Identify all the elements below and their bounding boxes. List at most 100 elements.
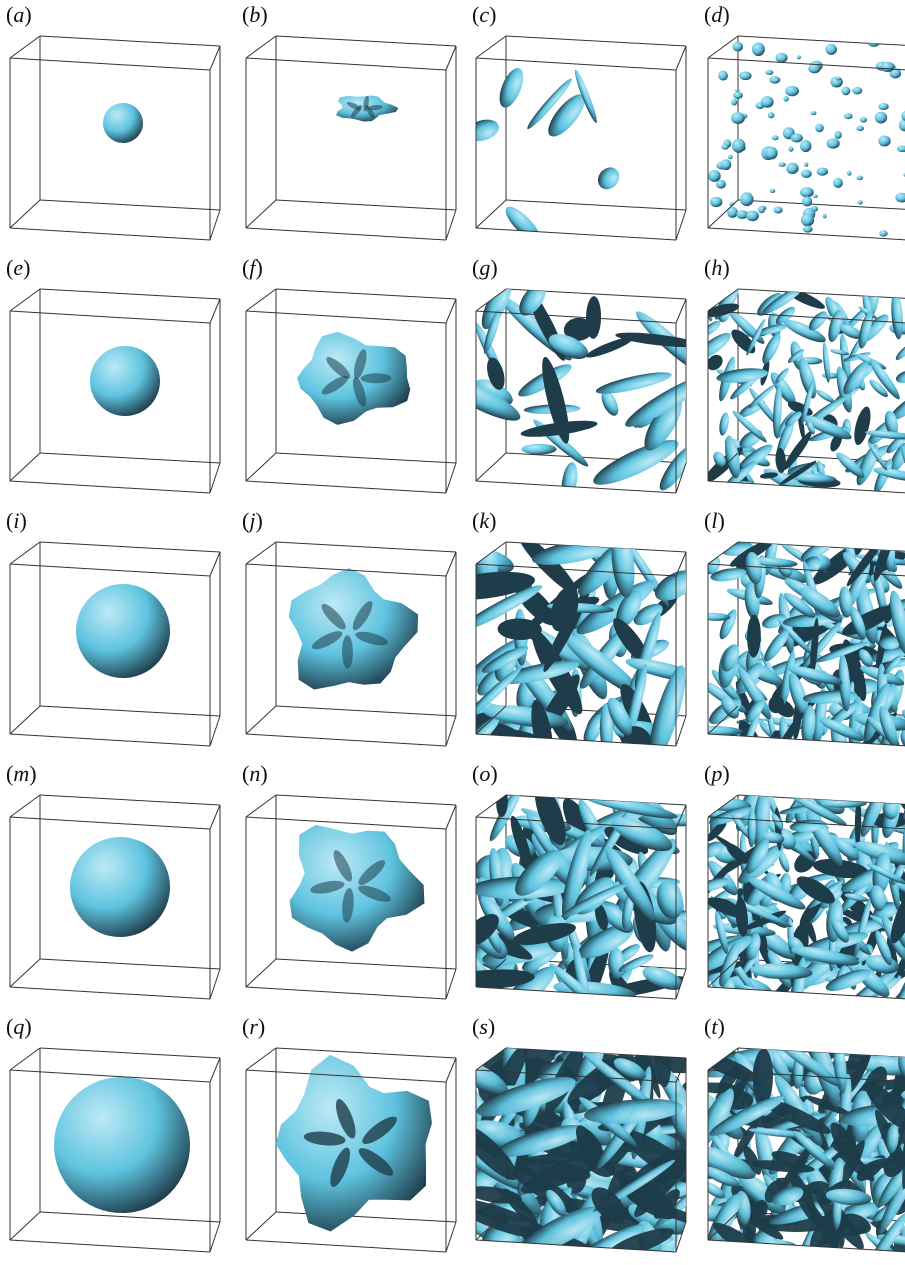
droplet	[801, 196, 813, 207]
ligament	[616, 590, 642, 627]
ligament	[756, 928, 796, 960]
ligament	[520, 1150, 611, 1194]
droplet	[778, 162, 786, 167]
droplet	[898, 119, 905, 132]
surface-fold	[362, 1116, 397, 1145]
ligament	[738, 1172, 786, 1215]
cube-edge	[9, 310, 211, 324]
ligament	[476, 1124, 518, 1181]
droplet	[721, 144, 729, 150]
droplet	[813, 194, 818, 198]
ligament	[476, 379, 513, 406]
ligament	[708, 877, 730, 892]
ligament	[732, 410, 767, 443]
droplet	[740, 192, 754, 207]
cube-edge	[209, 209, 221, 241]
cube-wireframe	[275, 794, 457, 970]
ligament	[775, 447, 786, 474]
cube-edge	[505, 199, 687, 211]
panel-t: (t)	[698, 1012, 905, 1265]
ligament	[869, 359, 900, 400]
droplet	[815, 123, 824, 133]
ligament	[812, 859, 869, 879]
ligament	[584, 1098, 683, 1124]
cube-wireframe-front	[475, 35, 687, 241]
cube-edge	[707, 1069, 905, 1083]
panel-p: (p)	[698, 759, 905, 1012]
ligament	[771, 813, 783, 831]
cube-wireframe-front	[245, 288, 457, 494]
surface-fold	[353, 377, 367, 407]
droplet-sphere	[54, 1077, 190, 1213]
ligament	[864, 1158, 894, 1171]
ligament	[519, 289, 546, 316]
deformed-droplet	[275, 1054, 432, 1232]
ligament	[806, 420, 815, 435]
cube-edge	[245, 452, 277, 482]
cube-edge	[39, 452, 221, 464]
ligament	[869, 885, 886, 912]
panel-label-e: (e)	[6, 255, 31, 280]
ligament	[831, 918, 849, 943]
ligament	[593, 439, 679, 485]
cube-wireframe-front	[245, 794, 457, 1000]
panel-render-h	[707, 288, 905, 494]
cube-edge	[475, 288, 507, 312]
panel-render-f	[245, 288, 457, 494]
droplet	[769, 188, 776, 193]
cube-wireframe-front	[707, 541, 905, 747]
panel-label-s: (s)	[472, 1014, 496, 1039]
droplet	[856, 175, 864, 181]
panel-render-c	[475, 35, 687, 241]
ligament	[846, 542, 884, 587]
cube-wireframe-front	[475, 541, 687, 747]
cube-edge	[245, 310, 447, 324]
ligament	[751, 557, 798, 568]
ligament	[771, 1186, 804, 1206]
cube-edge	[9, 705, 41, 735]
isosurface	[90, 346, 160, 416]
ligament	[854, 796, 862, 848]
surface-fold	[333, 850, 353, 882]
cube-wireframe-front	[475, 288, 687, 494]
droplet	[786, 162, 799, 175]
cube-wireframe	[39, 1047, 221, 1223]
ligament	[748, 384, 776, 409]
cube-wireframe-front	[707, 794, 905, 1000]
deformed-droplet	[297, 331, 411, 425]
ligament	[791, 946, 860, 966]
cube-edge	[445, 298, 457, 324]
ligament	[505, 206, 540, 240]
cube-edge	[445, 462, 457, 494]
cube-edge	[9, 816, 211, 830]
cube-edge	[707, 958, 739, 988]
ligament	[825, 969, 872, 991]
ligament	[708, 320, 721, 337]
droplet	[800, 140, 812, 153]
ligament	[802, 415, 852, 440]
cube-edge	[9, 1047, 41, 1071]
panel-label-t: (t)	[704, 1014, 725, 1039]
ligament	[745, 551, 763, 585]
ligament	[737, 444, 773, 472]
panel-l: (l)	[698, 506, 905, 759]
droplet	[715, 179, 726, 189]
droplet	[735, 88, 740, 92]
cube-edge	[245, 288, 277, 312]
cube-wireframe	[39, 794, 221, 970]
ligament	[622, 890, 634, 930]
isosurface	[476, 542, 686, 746]
ligament	[481, 646, 529, 673]
cube-edge	[675, 209, 687, 241]
ligament	[858, 649, 873, 667]
cube-edge	[707, 310, 905, 324]
panel-render-k	[475, 541, 687, 747]
ligament	[844, 893, 869, 902]
panel-b: (b)	[236, 0, 462, 253]
panel-f: (f)	[236, 253, 462, 506]
cube-edge	[39, 958, 221, 970]
ligament	[708, 1088, 734, 1147]
surface-fold	[358, 1148, 394, 1176]
ligament	[483, 308, 501, 354]
